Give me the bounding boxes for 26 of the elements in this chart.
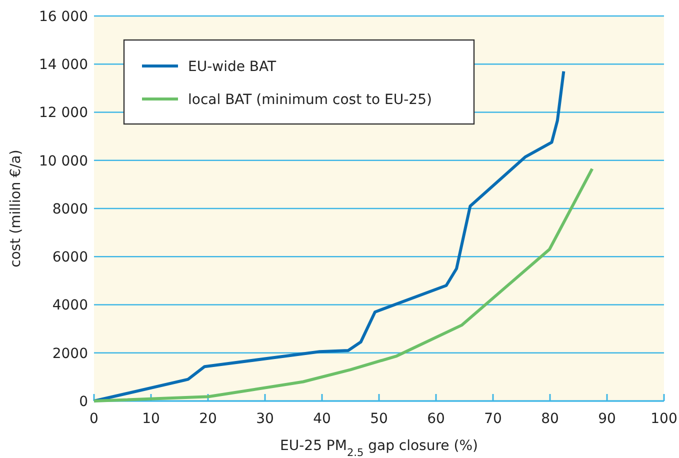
y-tick-label: 2000 [52,346,88,362]
y-tick-label: 12 000 [39,105,88,122]
x-tick-label: 30 [256,411,274,427]
x-tick-label: 70 [484,411,502,427]
y-tick-label: 14 000 [39,57,88,74]
y-tick-label: 10 000 [39,153,88,170]
y-tick-label: 8000 [52,201,88,218]
x-tick-label: 50 [370,411,388,427]
x-tick-label: 0 [90,411,98,427]
line-series [92,167,594,402]
legend-label: local BAT (minimum cost to EU-25) [188,92,432,108]
x-tick-label: 20 [199,411,217,427]
y-tick-label: 16 000 [39,8,88,25]
x-tick-label: 40 [313,411,331,427]
x-tick-label: 10 [142,411,160,427]
x-tick-label: 60 [427,411,445,427]
x-tick-label: 90 [598,411,616,427]
x-tick-label: 80 [541,411,559,427]
x-tick-label: 100 [650,411,678,427]
x-axis-title: EU-25 PM$_{2.5}$ gap closure (%) [280,438,478,458]
y-axis-title: cost (million €/a) [8,150,24,268]
line-series [92,70,566,402]
legend-label: EU-wide BAT [188,58,277,75]
y-tick-label: 0 [79,394,88,410]
y-tick-label: 4000 [52,298,88,314]
y-tick-label: 6000 [52,250,88,266]
